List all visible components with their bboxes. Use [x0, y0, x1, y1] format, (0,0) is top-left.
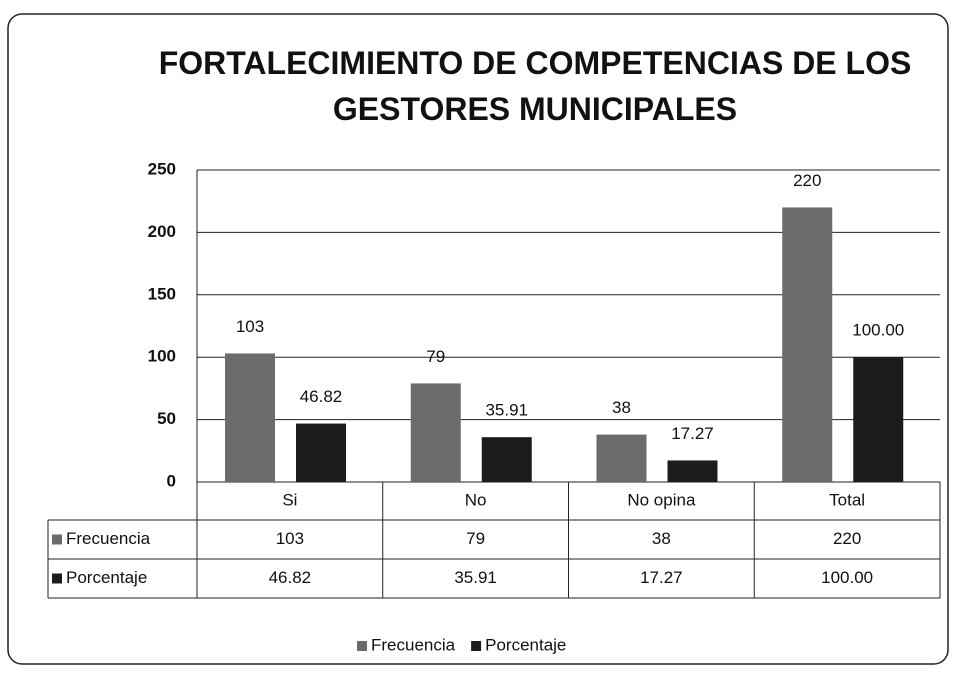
y-tick-label: 200	[148, 222, 176, 241]
table-cell: 100.00	[821, 568, 873, 587]
data-label: 103	[236, 317, 264, 336]
bar	[410, 383, 461, 482]
data-label: 100.00	[852, 321, 904, 340]
data-label: 38	[612, 398, 631, 417]
legend-key	[471, 641, 482, 651]
data-label: 46.82	[300, 387, 343, 406]
bar	[782, 207, 833, 482]
bar	[225, 353, 275, 482]
data-label: 220	[793, 171, 821, 190]
y-tick-label: 100	[148, 347, 176, 366]
table-cell: 46.82	[269, 568, 312, 587]
legend-key	[52, 573, 62, 584]
bar	[481, 437, 532, 482]
bar	[596, 434, 647, 482]
legend-key	[52, 534, 62, 545]
data-label: 17.27	[671, 424, 714, 443]
table-cell: 79	[466, 529, 485, 548]
table-row-label: Frecuencia	[66, 529, 151, 548]
data-label: 35.91	[485, 401, 528, 420]
chart-title: FORTALECIMIENTO DE COMPETENCIAS DE LOS G…	[158, 45, 912, 127]
table-row-label: Porcentaje	[66, 568, 147, 587]
legend-key	[357, 641, 367, 651]
table-cell: 103	[276, 529, 304, 548]
y-tick-label: 50	[157, 409, 176, 428]
x-tick-label: Total	[829, 490, 865, 509]
bar	[667, 460, 718, 482]
x-tick-label: Si	[282, 490, 297, 509]
table-cell: 35.91	[454, 568, 497, 587]
y-tick-label: 150	[148, 284, 176, 303]
frame	[7, 13, 949, 665]
table-cell: 38	[652, 529, 671, 548]
y-tick-label: 250	[148, 159, 176, 178]
x-tick-label: No opina	[627, 490, 696, 509]
table-cell: 220	[833, 529, 861, 548]
legend-label: Frecuencia	[371, 635, 456, 654]
table-cell: 17.27	[640, 568, 683, 587]
bar	[296, 423, 346, 482]
x-tick-label: No	[465, 490, 487, 509]
data-label: 79	[426, 347, 445, 366]
legend-label: Porcentaje	[485, 635, 566, 654]
y-tick-label: 0	[167, 471, 176, 490]
bar	[853, 357, 904, 482]
